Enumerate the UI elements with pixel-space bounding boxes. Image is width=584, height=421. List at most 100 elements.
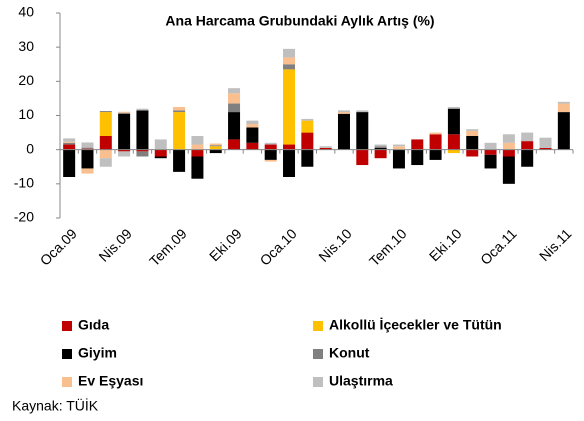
bar-segment (502, 149, 515, 157)
y-tick-label: -20 (14, 209, 34, 225)
bar-segment (466, 136, 479, 150)
bar-segment (447, 108, 460, 135)
bar-segment (63, 141, 76, 143)
bar-segment (521, 141, 534, 150)
x-tick-label: Oca.09 (37, 225, 80, 268)
bar-segment (173, 106, 186, 111)
legend-swatch (313, 377, 323, 387)
bar-segment (447, 149, 460, 154)
bar-segment (191, 136, 204, 145)
bar-segment (319, 147, 332, 150)
bar-segment (301, 118, 314, 121)
x-tick-label: Eki.10 (426, 225, 465, 264)
bar-segment (429, 132, 442, 135)
legend-label: Gıda (78, 317, 109, 333)
bar-segment (283, 69, 296, 145)
x-tick-label: Tem.09 (146, 225, 190, 269)
bar-segment (392, 144, 405, 147)
legend-label: Ev Eşyası (78, 373, 143, 389)
bar-segment (356, 149, 369, 166)
legend-label: Konut (329, 345, 370, 361)
bar-segment (539, 137, 552, 148)
legend-label: Ulaştırma (329, 373, 393, 389)
bar-segment (228, 112, 241, 140)
bar-segment (521, 132, 534, 142)
bar-segment (411, 149, 424, 166)
bar-segment (209, 145, 222, 147)
bar-segment (283, 64, 296, 70)
bar-segment (191, 144, 204, 150)
x-tick-label: Tem.10 (366, 225, 410, 269)
source: Kaynak: TÜİK (12, 397, 99, 414)
bar-segment (63, 149, 76, 177)
bar-segment (374, 144, 387, 147)
bar-segment (447, 106, 460, 109)
bar-segment (301, 149, 314, 167)
bar-segment (392, 149, 405, 169)
bar-segment (264, 142, 277, 145)
bar-segment (228, 103, 241, 113)
bar-segment (429, 149, 442, 160)
bar-segment (209, 149, 222, 154)
bar-segment (557, 112, 570, 150)
bar-segment (118, 111, 131, 113)
bar-segment (283, 57, 296, 65)
y-tick-label: 30 (18, 38, 34, 54)
bar-segment (228, 93, 241, 104)
bar-segment (466, 130, 479, 136)
bar-segment (173, 149, 186, 172)
bar-segment (81, 149, 94, 169)
bar-segment (63, 144, 76, 150)
bar-segment (484, 149, 497, 155)
bar-segment (173, 110, 186, 113)
bar-segment (447, 134, 460, 150)
y-tick-label: 10 (18, 106, 34, 122)
x-tick-label: Nis.11 (536, 225, 575, 264)
bar-segment (356, 110, 369, 113)
bar-segment (118, 113, 131, 150)
bar-segment (136, 151, 149, 157)
bar-segment (374, 149, 387, 159)
bar-segment (264, 159, 277, 162)
bar-segment (557, 101, 570, 104)
bar-segment (118, 149, 131, 152)
bar-segment (99, 111, 112, 113)
bar-segment (99, 136, 112, 150)
bar-segment (136, 108, 149, 111)
bar-segment (411, 139, 424, 150)
legend-swatch (313, 321, 323, 331)
bar-segment (484, 154, 497, 169)
y-tick-label: 20 (18, 72, 34, 88)
bar-segment (502, 156, 515, 184)
bar-segment (502, 142, 515, 150)
bar-segment (283, 144, 296, 150)
bar-segment (466, 129, 479, 131)
bar-segment (301, 132, 314, 150)
legend-swatch (313, 349, 323, 359)
chart-title: Ana Harcama Grubundaki Aylık Artış (%) (165, 13, 434, 29)
bar-segment (173, 112, 186, 150)
bar-segment (154, 149, 167, 157)
bar-segment (283, 48, 296, 58)
bar-segment (374, 147, 387, 150)
bar-segment (81, 148, 94, 150)
bar-segment (81, 147, 94, 149)
bar-segment (228, 88, 241, 94)
y-tick-label: 0 (26, 140, 34, 156)
bar-segment (283, 149, 296, 177)
bar-segment (246, 127, 259, 143)
bar-segment (466, 149, 479, 157)
bar-segment (63, 142, 76, 145)
bar-segment (502, 134, 515, 143)
bar-segment (484, 142, 497, 150)
bar-segment (136, 110, 149, 150)
bar-segment (246, 142, 259, 150)
bar-segment (81, 142, 94, 148)
bar-segment (301, 120, 314, 133)
bar-segment (319, 146, 332, 148)
bar-segment (228, 139, 241, 150)
bar-segment (356, 112, 369, 150)
bar-segment (337, 113, 350, 150)
bar-segment (81, 168, 94, 174)
